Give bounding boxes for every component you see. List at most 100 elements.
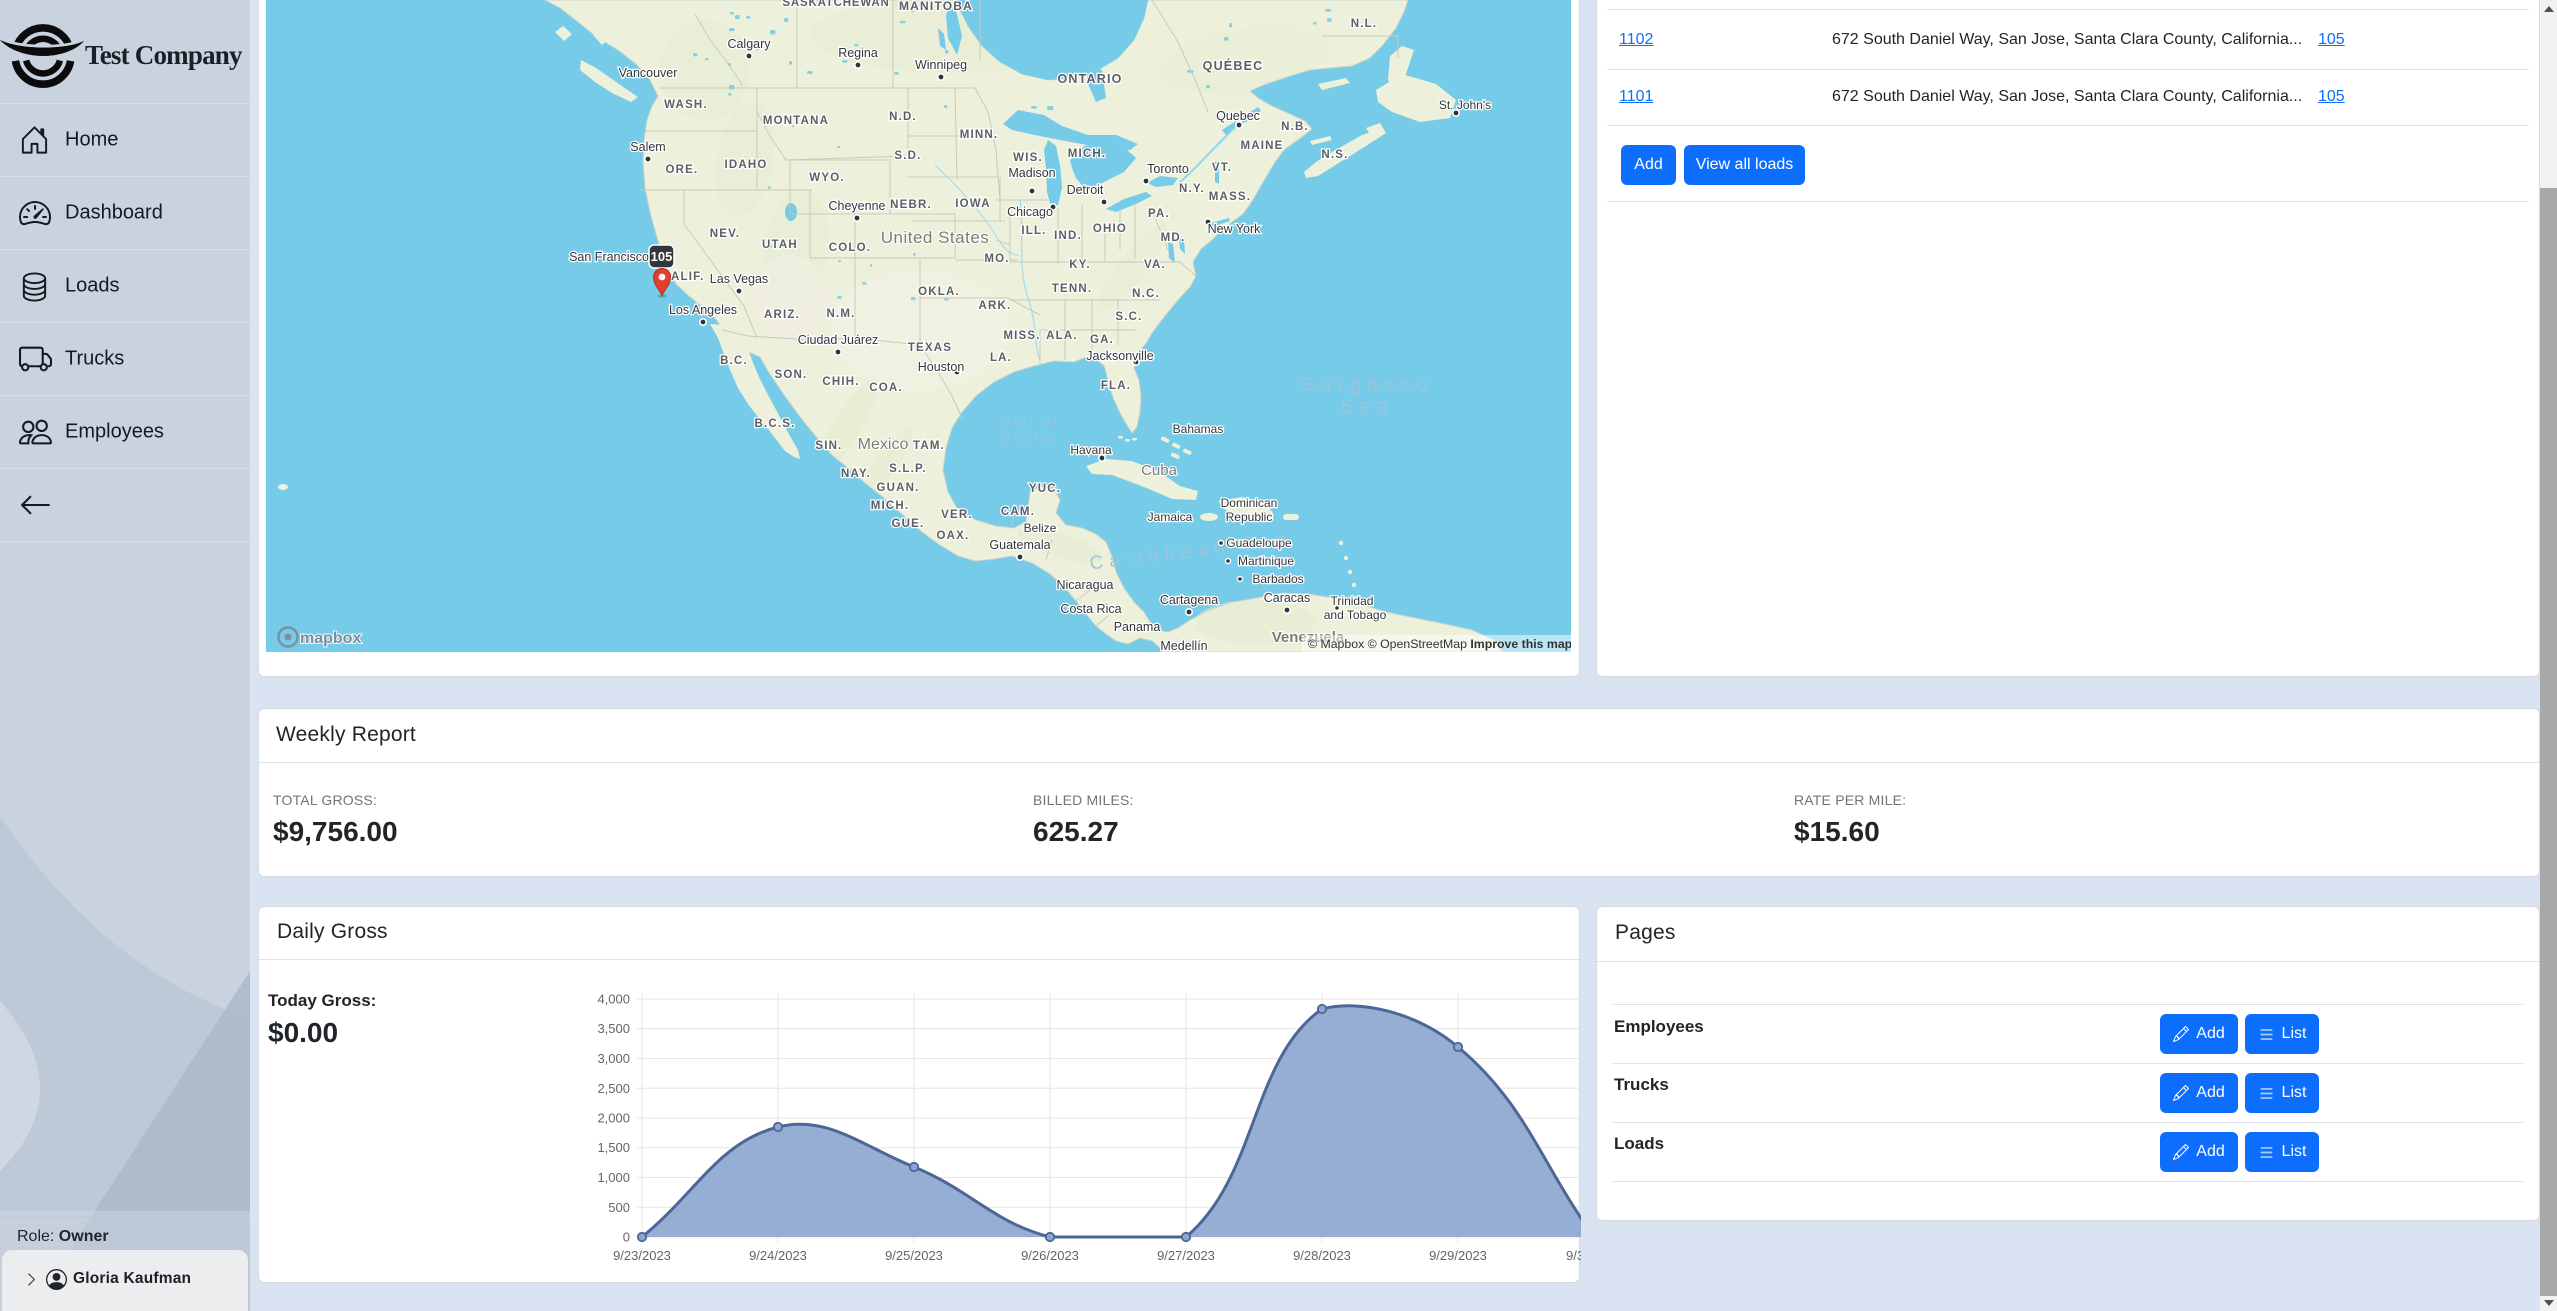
svg-text:WYO.: WYO. (809, 172, 844, 184)
svg-text:OKLA.: OKLA. (918, 286, 960, 298)
svg-text:WIS.: WIS. (1013, 152, 1043, 164)
svg-text:N.Y.: N.Y. (1179, 183, 1205, 195)
svg-text:9/23/2023: 9/23/2023 (613, 1248, 671, 1263)
svg-text:Cuba: Cuba (1141, 462, 1178, 479)
svg-text:9/25/2023: 9/25/2023 (885, 1248, 943, 1263)
svg-text:SASKATCHEWAN: SASKATCHEWAN (782, 0, 889, 9)
svg-text:9/28/2023: 9/28/2023 (1293, 1248, 1351, 1263)
svg-text:Los Angeles: Los Angeles (669, 303, 737, 317)
svg-text:Sea: Sea (1340, 396, 1394, 418)
svg-text:Jacksonville: Jacksonville (1086, 349, 1153, 363)
svg-text:TEXAS: TEXAS (908, 342, 952, 354)
svg-text:ALA.: ALA. (1046, 330, 1078, 342)
svg-text:QUÉBEC: QUÉBEC (1203, 58, 1264, 73)
svg-text:Belize: Belize (1024, 521, 1057, 535)
svg-text:NEV.: NEV. (710, 228, 741, 240)
svg-text:Medellín: Medellín (1160, 639, 1207, 652)
svg-text:MISS.: MISS. (1003, 330, 1040, 342)
svg-text:COLO.: COLO. (829, 242, 871, 254)
svg-text:Sargasso: Sargasso (1301, 374, 1434, 396)
svg-text:ORE.: ORE. (666, 164, 699, 176)
svg-text:mapbox: mapbox (300, 630, 361, 647)
svg-text:Cheyenne: Cheyenne (829, 199, 886, 213)
svg-text:1,000: 1,000 (597, 1170, 630, 1185)
svg-text:MD.: MD. (1161, 232, 1186, 244)
svg-text:1,500: 1,500 (597, 1140, 630, 1155)
svg-text:Salem: Salem (630, 140, 665, 154)
svg-text:3,500: 3,500 (597, 1021, 630, 1036)
svg-text:Nicaragua: Nicaragua (1057, 578, 1114, 592)
svg-text:MO.: MO. (984, 253, 1009, 265)
svg-text:IDAHO: IDAHO (724, 159, 767, 171)
svg-text:Mexico: Mexico (858, 436, 909, 453)
svg-text:Guadeloupe: Guadeloupe (1226, 536, 1292, 550)
svg-text:VA.: VA. (1144, 259, 1166, 271)
svg-text:CALIF.: CALIF. (662, 271, 705, 283)
svg-text:NEBR.: NEBR. (890, 199, 932, 211)
svg-text:500: 500 (608, 1200, 630, 1215)
svg-text:COA.: COA. (869, 382, 903, 394)
svg-text:2,000: 2,000 (597, 1111, 630, 1126)
svg-text:WASH.: WASH. (664, 99, 708, 111)
svg-text:OAX.: OAX. (937, 530, 970, 542)
svg-text:N.S.: N.S. (1321, 149, 1348, 161)
svg-text:9/30/2: 9/30/2 (1566, 1248, 1581, 1263)
svg-text:S.C.: S.C. (1115, 311, 1142, 323)
svg-text:LA.: LA. (990, 352, 1012, 364)
svg-text:N.B.: N.B. (1281, 121, 1309, 133)
svg-text:9/29/2023: 9/29/2023 (1429, 1248, 1487, 1263)
svg-text:YUC.: YUC. (1029, 483, 1061, 495)
svg-text:Vancouver: Vancouver (619, 66, 678, 80)
svg-text:S.L.P.: S.L.P. (889, 463, 927, 475)
svg-text:Jamaica: Jamaica (1148, 510, 1193, 524)
svg-text:MAINE: MAINE (1240, 140, 1283, 152)
svg-text:9/27/2023: 9/27/2023 (1157, 1248, 1215, 1263)
svg-text:KY.: KY. (1069, 259, 1091, 271)
svg-text:MICH.: MICH. (1068, 148, 1107, 160)
svg-text:MONTANA: MONTANA (763, 115, 829, 127)
svg-text:B.C.: B.C. (720, 355, 748, 367)
svg-text:Caracas: Caracas (1264, 591, 1311, 605)
svg-text:N.M.: N.M. (826, 308, 855, 320)
svg-text:United States: United States (881, 228, 990, 247)
svg-text:4,000: 4,000 (597, 992, 630, 1007)
svg-text:© Mapbox © OpenStreetMap Impro: © Mapbox © OpenStreetMap Improve this ma… (1308, 637, 1571, 651)
svg-text:B.C.S.: B.C.S. (754, 418, 795, 430)
svg-text:Bahamas: Bahamas (1173, 422, 1224, 436)
svg-text:MICH.: MICH. (871, 500, 910, 512)
svg-text:Havana: Havana (1070, 443, 1112, 457)
svg-text:Guatemala: Guatemala (989, 538, 1050, 552)
svg-text:IOWA: IOWA (955, 198, 990, 210)
svg-text:Calgary: Calgary (727, 37, 771, 51)
svg-text:Costa Rica: Costa Rica (1060, 602, 1121, 616)
svg-text:Gulf of: Gulf of (1000, 414, 1059, 429)
svg-text:Madison: Madison (1008, 166, 1055, 180)
svg-text:MASS.: MASS. (1209, 191, 1251, 203)
svg-text:Houston: Houston (918, 360, 965, 374)
svg-text:VT.: VT. (1212, 162, 1232, 174)
svg-text:Martinique: Martinique (1238, 554, 1294, 568)
svg-text:ARK.: ARK. (979, 300, 1012, 312)
svg-text:ARIZ.: ARIZ. (764, 309, 800, 321)
svg-text:Detroit: Detroit (1067, 183, 1104, 197)
svg-text:N.C.: N.C. (1132, 288, 1160, 300)
svg-text:SIN.: SIN. (815, 440, 842, 452)
svg-text:MINN.: MINN. (960, 129, 999, 141)
svg-text:St. John's: St. John's (1439, 98, 1491, 112)
svg-text:Winnipeg: Winnipeg (915, 58, 967, 72)
svg-text:GUE.: GUE. (892, 518, 925, 530)
svg-text:CAM.: CAM. (1001, 506, 1035, 518)
svg-text:Mexico: Mexico (1000, 430, 1059, 445)
svg-text:TAM.: TAM. (913, 440, 945, 452)
svg-text:3,000: 3,000 (597, 1051, 630, 1066)
svg-text:N.L.: N.L. (1351, 18, 1378, 30)
svg-text:and Tobago: and Tobago (1324, 608, 1387, 622)
svg-text:Dominican: Dominican (1221, 496, 1278, 510)
svg-text:Chicago: Chicago (1007, 205, 1053, 219)
svg-text:GA.: GA. (1090, 334, 1114, 346)
svg-text:GUAN.: GUAN. (876, 482, 919, 494)
svg-text:VER.: VER. (941, 509, 973, 521)
svg-text:IND.: IND. (1054, 230, 1082, 242)
svg-text:Ciudad Juárez: Ciudad Juárez (798, 333, 879, 347)
svg-text:Quebec: Quebec (1216, 109, 1260, 123)
